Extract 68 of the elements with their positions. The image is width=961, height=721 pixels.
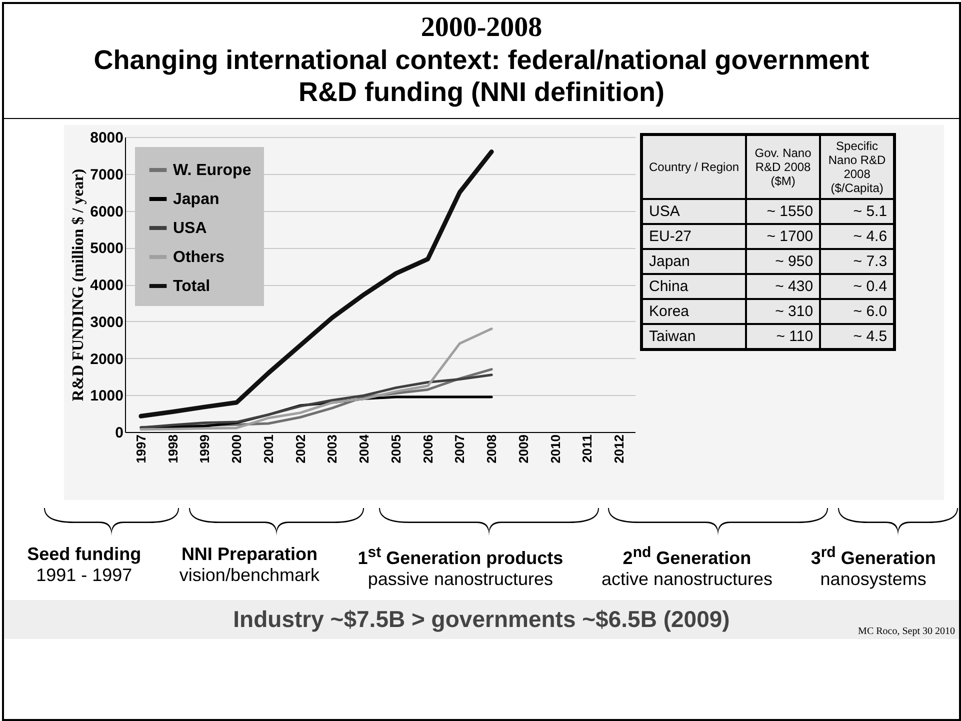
x-tick-label: 1997 xyxy=(133,434,148,464)
y-tick-label: 0 xyxy=(115,424,124,442)
legend-label: W. Europe xyxy=(173,162,252,179)
legend-label: USA xyxy=(173,220,208,237)
legend-label: Others xyxy=(173,249,225,266)
text: ~ 110 xyxy=(746,324,820,350)
text: ~ 0.4 xyxy=(820,274,895,299)
y-tick-label: 2000 xyxy=(90,350,124,368)
y-tick-label: 1000 xyxy=(90,388,124,405)
text: MC Roco, Sept 30 2010 xyxy=(858,626,955,637)
text: Changing international context: federal/national government R&D funding (NNI definition) xyxy=(94,45,870,107)
text: nanosystems xyxy=(820,569,926,589)
y-tick-label: 4000 xyxy=(90,277,124,294)
y-tick-label: 3000 xyxy=(90,314,124,331)
x-tick-label: 1998 xyxy=(165,434,180,464)
text: China xyxy=(642,274,746,299)
x-tick-label: 2005 xyxy=(388,434,404,464)
x-tick-label: 2011 xyxy=(580,434,595,463)
x-tick-label: 2001 xyxy=(260,434,276,464)
text: Country / Region xyxy=(642,134,746,199)
text: vision/benchmark xyxy=(179,565,320,585)
text: EU-27 xyxy=(642,224,746,249)
text: ~ 4.5 xyxy=(820,324,895,350)
text: active nanostructures xyxy=(601,569,773,589)
x-tick-label: 2006 xyxy=(420,434,436,464)
text: Seed funding xyxy=(27,544,142,565)
text: Industry ~$7.5B > governments ~$6.5B (2009) xyxy=(233,606,730,632)
text: ~ 4.6 xyxy=(820,224,895,249)
x-tick-label: 2012 xyxy=(612,434,627,464)
x-tick-label: 2007 xyxy=(452,434,468,464)
text: 3$^{rd}$ Generation xyxy=(810,544,936,569)
y-tick-label: 8000 xyxy=(90,130,124,146)
x-tick-label: 1999 xyxy=(197,434,212,464)
chart-title: 2000-2008 xyxy=(420,12,542,43)
x-tick-label: 2004 xyxy=(356,434,372,464)
text: Japan xyxy=(642,249,746,274)
x-tick-label: 2003 xyxy=(324,434,340,464)
y-tick-label: 7000 xyxy=(90,166,124,184)
x-tick-label: 2008 xyxy=(484,434,500,464)
x-tick-label: 2010 xyxy=(548,434,563,464)
text: ~ 310 xyxy=(746,299,820,324)
y-tick-label: 6000 xyxy=(90,203,124,220)
text: ~ 950 xyxy=(746,249,820,274)
text: NNI Preparation xyxy=(180,544,318,565)
legend-label: Total xyxy=(173,278,210,295)
text: 1991 - 1997 xyxy=(36,565,132,585)
text: ~ 5.1 xyxy=(820,199,895,224)
text: passive nanostructures xyxy=(368,569,554,589)
text: ~ 1550 xyxy=(746,199,820,224)
y-axis-title: R&D FUNDING (million $ / year) xyxy=(70,168,88,402)
text: Specific Nano R&D 2008 ($/Capita) xyxy=(820,134,895,199)
text: Gov. Nano R&D 2008 ($M) xyxy=(746,134,820,199)
text: Korea xyxy=(642,299,746,324)
text: 1$^{st}$ Generation products xyxy=(358,544,564,569)
line-series xyxy=(140,328,493,431)
text: USA xyxy=(642,199,746,224)
line-series xyxy=(138,150,494,418)
text: Taiwan xyxy=(642,324,746,350)
text: ~ 6.0 xyxy=(820,299,895,324)
x-tick-label: 2009 xyxy=(516,434,531,464)
text: ~ 1700 xyxy=(746,224,820,249)
text: 2$^{nd}$ Generation xyxy=(622,544,752,569)
text: ~ 430 xyxy=(746,274,820,299)
x-tick-label: 2002 xyxy=(292,434,308,464)
legend-label: Japan xyxy=(173,191,220,208)
x-tick-label: 2000 xyxy=(229,434,244,464)
y-tick-label: 5000 xyxy=(90,240,124,258)
text: ~ 7.3 xyxy=(820,249,895,274)
